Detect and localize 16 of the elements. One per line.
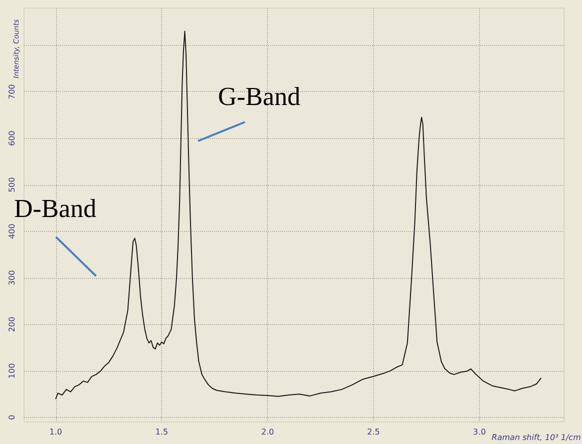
y-tick-label: 200 (8, 316, 16, 332)
y-tick-label: 400 (8, 224, 16, 239)
x-axis-title: Raman shift, 10³ 1/cm (492, 432, 582, 442)
annotation: D-Band (14, 194, 96, 223)
x-tick-label: 1.5 (155, 428, 168, 436)
annotation: G-Band (218, 82, 300, 111)
y-tick-label: 700 (8, 84, 16, 100)
y-tick-label: 500 (8, 177, 16, 192)
y-tick-label: 300 (8, 270, 16, 286)
x-tick-label: 3.0 (473, 428, 486, 436)
x-tick-label: 2.5 (367, 428, 380, 436)
y-tick-label: 0 (8, 414, 16, 420)
x-tick-label: 1.0 (49, 428, 62, 436)
y-tick-label: 100 (8, 363, 16, 378)
x-tick-label: 2.0 (261, 428, 274, 436)
y-tick-label: 600 (8, 130, 16, 146)
